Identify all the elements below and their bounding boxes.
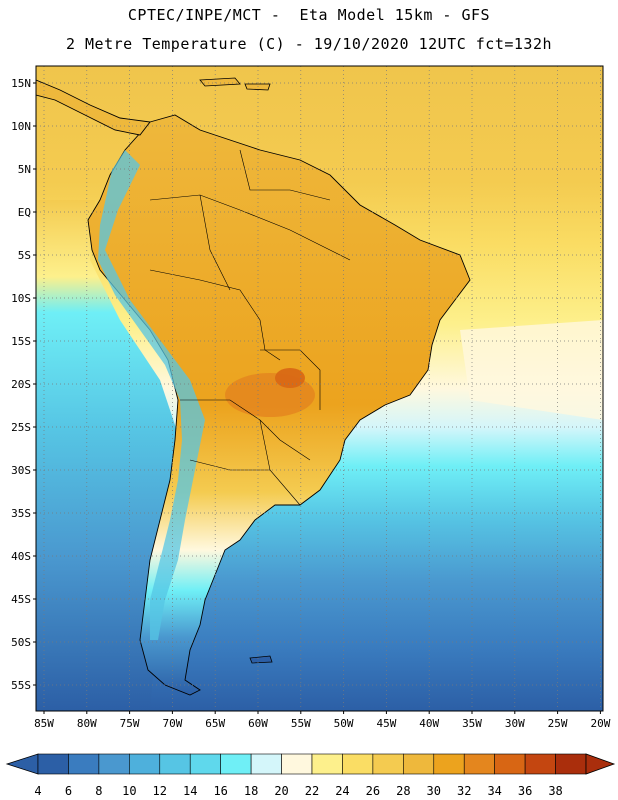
- colorbar-tick-label: 16: [213, 784, 227, 798]
- colorbar: 4 6 8 10 12 14 16 18 20 22 24 26 28 30 32 34 36 38: [5, 753, 616, 798]
- longitude-labels: 85W 80W 75W 70W 65W 60W 55W 50W 45W 40W 35W 30W 25W 2…: [34, 711, 611, 730]
- caribbean-island: [244, 83, 271, 91]
- caribbean-island: [199, 77, 241, 87]
- map-title-line-2: 2 Metre Temperature (C) - 19/10/2020 12U…: [65, 35, 553, 53]
- colorbar-swatch: [281, 753, 313, 775]
- colorbar-swatch: [159, 753, 191, 775]
- colorbar-tick-label: 26: [366, 784, 380, 798]
- colorbar-swatch: [129, 753, 161, 775]
- latitude-label: 15S: [11, 335, 31, 348]
- colorbar-swatch: [250, 753, 282, 775]
- longitude-label: 30W: [505, 717, 525, 730]
- longitude-label: 40W: [419, 717, 439, 730]
- colorbar-tick-label: 10: [122, 784, 136, 798]
- colorbar-swatch: [494, 753, 526, 775]
- latitude-label: 10N: [11, 120, 31, 133]
- colorbar-tick-label: 28: [396, 784, 410, 798]
- colorbar-tick-label: 20: [274, 784, 288, 798]
- colorbar-tick-label: 8: [95, 784, 102, 798]
- latitude-label: 40S: [11, 550, 31, 563]
- colorbar-tick-label: 38: [548, 784, 562, 798]
- longitude-label: 70W: [162, 717, 182, 730]
- latitude-label: 45S: [11, 593, 31, 606]
- latitude-label: 10S: [11, 292, 31, 305]
- longitude-label: 25W: [548, 717, 568, 730]
- latitude-label: 20S: [11, 378, 31, 391]
- colorbar-tick-label: 18: [244, 784, 258, 798]
- colorbar-tick-label: 32: [457, 784, 471, 798]
- andes-cool-band: [98, 150, 205, 640]
- colorbar-tick-label: 30: [427, 784, 441, 798]
- colorbar-swatch: [524, 753, 556, 775]
- graticule: [36, 66, 603, 711]
- pacific-field: [36, 200, 180, 711]
- colorbar-tick-label: 12: [153, 784, 167, 798]
- colorbar-tick-label: 24: [335, 784, 349, 798]
- latitude-label: 15N: [11, 77, 31, 90]
- latitude-label: 30S: [11, 464, 31, 477]
- colorbar-swatch: [98, 753, 130, 775]
- colorbar-tick-label: 22: [305, 784, 319, 798]
- longitude-label: 20W: [590, 717, 610, 730]
- longitude-label: 85W: [34, 717, 54, 730]
- colorbar-swatch: [433, 753, 465, 775]
- map-frame: [35, 65, 604, 712]
- colorbar-tick-label: 34: [487, 784, 501, 798]
- colorbar-min-arrow: [5, 753, 39, 775]
- colorbar-tick-label: 4: [34, 784, 41, 798]
- latitude-label: 55S: [11, 679, 31, 692]
- longitude-label: 60W: [248, 717, 268, 730]
- colorbar-swatch: [403, 753, 435, 775]
- colorbar-swatch: [189, 753, 221, 775]
- colorbar-tick-label: 36: [518, 784, 532, 798]
- map-title-line-1: CPTEC/INPE/MCT - Eta Model 15km - GFS: [127, 6, 491, 24]
- falkland-islands: [249, 655, 273, 664]
- colorbar-max-arrow: [585, 753, 616, 775]
- longitude-label: 50W: [334, 717, 354, 730]
- hottest-spot: [275, 368, 305, 388]
- colorbar-swatch: [342, 753, 374, 775]
- colorbar-swatch: [68, 753, 100, 775]
- latitude-labels: 15N 10N 5N EQ 5S 10S 15S 20S 25S 30S 35S 40S 45S 50S 5…: [11, 77, 36, 692]
- colorbar-swatch: [311, 753, 343, 775]
- longitude-label: 80W: [77, 717, 97, 730]
- longitude-label: 35W: [462, 717, 482, 730]
- colorbar-tick-label: 14: [183, 784, 197, 798]
- longitude-label: 55W: [291, 717, 311, 730]
- latitude-label: 5N: [18, 163, 31, 176]
- latitude-label: 5S: [18, 249, 31, 262]
- longitude-label: 75W: [120, 717, 140, 730]
- colorbar-swatch: [220, 753, 252, 775]
- colorbar-swatch: [555, 753, 587, 775]
- warm-tongue: [460, 320, 603, 420]
- latitude-label: 50S: [11, 636, 31, 649]
- colorbar-swatch: [37, 753, 69, 775]
- map-field: [36, 66, 603, 711]
- latitude-label: 25S: [11, 421, 31, 434]
- central-america: [36, 79, 151, 136]
- colorbar-tick-label: 6: [65, 784, 72, 798]
- latitude-label: EQ: [18, 206, 31, 219]
- colorbar-swatch: [463, 753, 495, 775]
- colorbar-swatch: [372, 753, 404, 775]
- latitude-label: 35S: [11, 507, 31, 520]
- longitude-label: 65W: [205, 717, 225, 730]
- longitude-label: 45W: [376, 717, 396, 730]
